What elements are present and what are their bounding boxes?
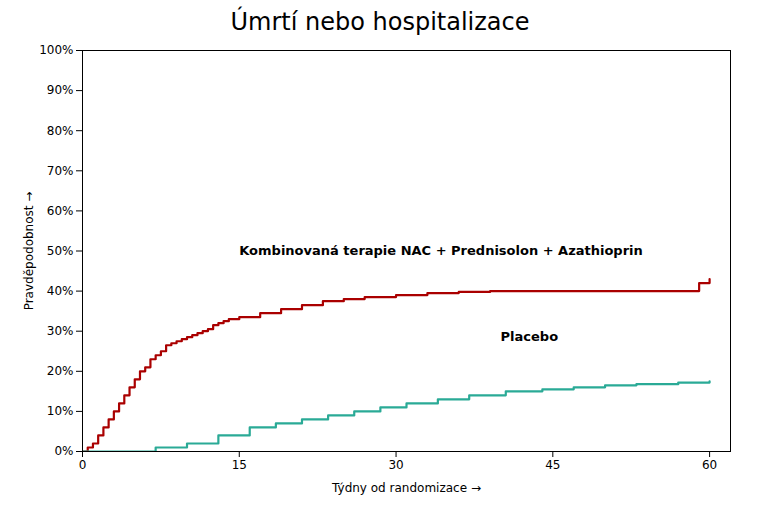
svg-text:70%: 70% <box>47 164 74 178</box>
svg-text:30: 30 <box>388 458 403 472</box>
svg-text:50%: 50% <box>47 244 74 258</box>
svg-text:60: 60 <box>702 458 717 472</box>
svg-text:45: 45 <box>545 458 560 472</box>
html-text:Úmrtí nebo hospitalizace: Úmrtí nebo hospitalizace <box>230 8 530 36</box>
svg-text:100%: 100% <box>39 43 73 57</box>
svg-text:60%: 60% <box>47 204 74 218</box>
svg-text:30%: 30% <box>47 324 74 338</box>
svg-text:80%: 80% <box>47 124 74 138</box>
svg-text:40%: 40% <box>47 284 74 298</box>
svg-text:0: 0 <box>79 458 87 472</box>
svg-text:20%: 20% <box>47 364 74 378</box>
svg-text:Týdny od randomizace →: Týdny od randomizace → <box>331 481 481 495</box>
svg-text:90%: 90% <box>47 83 74 97</box>
svg-text:Kombinovaná terapie NAC + Pred: Kombinovaná terapie NAC + Prednisolon + … <box>239 243 643 258</box>
svg-text:Placebo: Placebo <box>501 329 559 344</box>
svg-text:0%: 0% <box>54 444 73 458</box>
svg-text:15: 15 <box>232 458 247 472</box>
svg-text:10%: 10% <box>47 404 74 418</box>
svg-text:Pravděpodobnost →: Pravděpodobnost → <box>22 192 36 311</box>
